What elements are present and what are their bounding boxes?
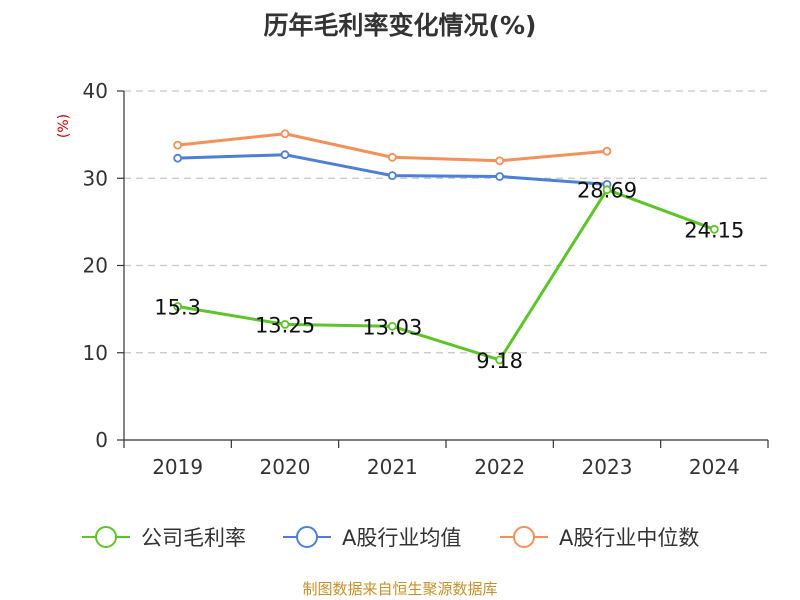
data-point [387,321,397,331]
x-tick-label: 2020 [260,455,311,479]
x-tick-label: 2023 [582,455,633,479]
data-point [709,224,719,234]
data-point [495,156,505,166]
data-point [173,302,183,311]
legend-marker [296,526,318,548]
series-lines [173,129,719,365]
data-point [280,150,290,160]
data-point [173,153,183,163]
series-line [177,188,715,362]
axes: 0 10 20 30 40 2019 2020 2021 2022 2023 2024 [83,79,769,479]
data-point [280,319,290,329]
source-note: 制图数据来自恒生聚源数据库 [302,580,497,598]
y-tick-label: 40 [83,79,108,103]
data-label: 13.03 [362,315,422,339]
chart-title: 历年毛利率变化情况(%) [264,11,537,40]
x-tick-label: 2024 [689,455,740,479]
legend: 公司毛利率 A股行业均值 A股行业中位数 [82,526,699,550]
y-tick-label: 30 [83,166,108,190]
data-label: 13.25 [255,313,315,337]
data-point [602,146,612,156]
y-tick-label: 20 [83,254,108,278]
x-tick-label: 2019 [152,455,203,479]
data-point [495,172,505,181]
legend-label: A股行业中位数 [559,526,699,550]
legend-marker [95,526,117,548]
y-tick-label: 10 [83,341,108,365]
legend-label: 公司毛利率 [141,526,246,550]
data-point [387,152,397,162]
data-point [387,171,397,181]
legend-label: A股行业均值 [342,526,461,550]
legend-marker [513,526,535,548]
data-labels: 15.3 13.25 13.03 9.18 28.69 24.15 [154,179,744,373]
data-label: 9.18 [476,349,523,373]
data-label: 24.15 [684,218,744,242]
x-tick-label: 2021 [367,455,418,479]
data-point [602,185,612,195]
y-unit-label: (%) [56,114,72,138]
y-tick-label: 0 [95,428,108,452]
data-point [280,129,290,139]
x-tick-label: 2022 [474,455,525,479]
data-point [173,140,183,150]
data-label: 15.3 [154,296,201,320]
data-label: 28.69 [577,179,637,203]
data-point [495,355,505,365]
